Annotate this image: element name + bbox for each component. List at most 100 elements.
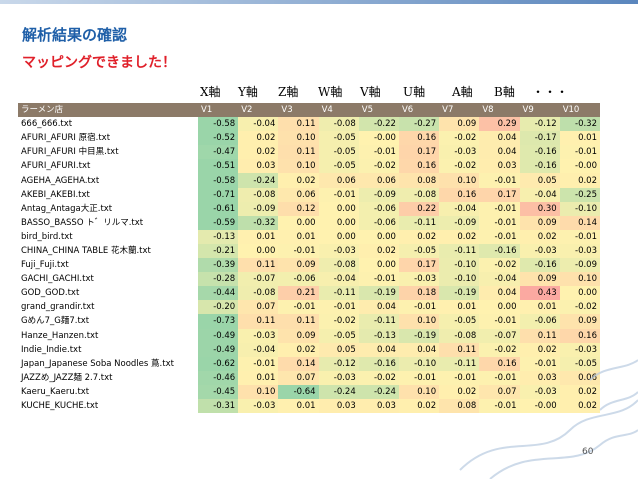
value-cell: 0.00 <box>358 258 399 273</box>
value-cell: -0.01 <box>479 201 520 216</box>
value-cell: -0.22 <box>358 117 399 132</box>
value-cell: 0.01 <box>439 300 480 315</box>
value-cell: -0.19 <box>358 286 399 301</box>
value-cell: 0.16 <box>398 131 440 146</box>
value-cell: 0.29 <box>479 117 520 132</box>
value-cell: -0.01 <box>358 272 399 287</box>
value-cell: -0.04 <box>479 272 520 287</box>
value-cell: -0.04 <box>318 272 359 287</box>
shop-name: AGEHA_AGEHA.txt <box>18 173 198 188</box>
value-cell: -0.02 <box>479 342 520 357</box>
value-cell: -0.10 <box>439 272 480 287</box>
table-body: 666_666.txt -0.58 -0.04 0.11 -0.08 -0.22 -0.27… <box>18 117 600 414</box>
value-cell: 0.00 <box>479 300 520 315</box>
value-cell: -0.46 <box>198 370 239 385</box>
value-cell: 0.00 <box>318 229 359 244</box>
value-cell: -0.16 <box>519 258 560 273</box>
value-cell: 0.04 <box>358 342 399 357</box>
column-header: V9 <box>519 103 560 118</box>
value-cell: -0.11 <box>358 314 399 329</box>
value-cell: -0.06 <box>358 201 399 216</box>
value-cell: 0.17 <box>479 187 520 202</box>
shop-name: AFURI_AFURI 中目黒.txt <box>18 145 198 160</box>
value-cell: 0.06 <box>559 370 600 385</box>
table-row: Indie_Indie.txt -0.49 -0.04 0.02 0.05 0.04 0.0… <box>18 342 600 357</box>
value-cell: 0.10 <box>278 131 319 146</box>
value-cell: -0.02 <box>479 258 520 273</box>
value-cell: 0.02 <box>278 173 319 188</box>
shop-name: GOD_GOD.txt <box>18 286 198 301</box>
value-cell: 0.16 <box>439 187 480 202</box>
header-row: ラーメン店 V1 V2 V3 V4 V5 V6 V7 V8 V9 V10 <box>18 103 600 118</box>
value-cell: -0.01 <box>519 356 560 371</box>
value-cell: 0.17 <box>398 258 440 273</box>
shop-name: KUCHE_KUCHE.txt <box>18 398 198 414</box>
value-cell: -0.03 <box>519 243 560 259</box>
value-cell: -0.06 <box>519 314 560 329</box>
value-cell: -0.47 <box>198 145 239 160</box>
value-cell: -0.51 <box>198 159 239 174</box>
value-cell: 0.09 <box>519 272 560 287</box>
value-cell: 0.04 <box>358 300 399 315</box>
value-cell: -0.27 <box>398 117 440 132</box>
table-row: Antag_Antaga大正.txt -0.61 -0.09 0.12 0.00 -0.0… <box>18 201 600 216</box>
top-rule <box>0 0 638 4</box>
axis-label: Y軸 <box>238 85 258 99</box>
value-cell: 0.16 <box>559 328 600 343</box>
value-cell: 0.10 <box>398 384 440 399</box>
axis-label: B軸 <box>494 85 515 99</box>
value-cell: -0.24 <box>318 384 359 399</box>
value-cell: 0.01 <box>278 229 319 244</box>
value-cell: 0.04 <box>479 131 520 146</box>
page-number: 60 <box>582 447 594 457</box>
value-cell: 0.00 <box>278 215 319 230</box>
table-row: grand_grandir.txt -0.20 0.07 -0.01 -0.01 0.04… <box>18 300 600 315</box>
value-cell: -0.03 <box>439 145 480 160</box>
value-cell: -0.01 <box>479 215 520 230</box>
value-cell: -0.03 <box>238 328 279 343</box>
table-row: Fuji_Fuji.txt -0.39 0.11 0.09 -0.08 0.00 0.17-… <box>18 258 600 273</box>
value-cell: 0.06 <box>358 173 399 188</box>
value-cell: -0.03 <box>318 370 359 385</box>
value-cell: -0.05 <box>398 243 440 259</box>
value-cell: 0.02 <box>559 173 600 188</box>
value-cell: -0.08 <box>238 187 279 202</box>
shop-name: Gめん7_G麺7.txt <box>18 314 198 329</box>
value-cell: 0.14 <box>559 215 600 230</box>
value-cell: 0.02 <box>238 145 279 160</box>
value-cell: 0.14 <box>278 356 319 371</box>
value-cell: -0.04 <box>439 201 480 216</box>
value-cell: 0.07 <box>278 370 319 385</box>
slide-subtitle: マッピングできました！ <box>22 55 176 71</box>
value-cell: -0.12 <box>519 117 560 132</box>
value-cell: -0.01 <box>479 229 520 244</box>
value-cell: 0.00 <box>318 215 359 230</box>
value-cell: 0.02 <box>439 384 480 399</box>
shop-name: Japan_Japanese Soba Noodles 蔦.txt <box>18 356 198 371</box>
value-cell: 0.09 <box>278 258 319 273</box>
value-cell: -0.05 <box>439 314 480 329</box>
value-cell: 0.11 <box>439 342 480 357</box>
value-cell: -0.10 <box>439 258 480 273</box>
value-cell: -0.24 <box>358 384 399 399</box>
value-cell: -0.01 <box>479 370 520 385</box>
table-row: GOD_GOD.txt -0.44 -0.08 0.21 -0.11 -0.19 0.18-… <box>18 286 600 301</box>
value-cell: -0.02 <box>439 159 480 174</box>
value-cell: -0.05 <box>318 328 359 343</box>
value-cell: -0.09 <box>559 258 600 273</box>
value-cell: 0.02 <box>439 229 480 244</box>
value-cell: -0.02 <box>358 370 399 385</box>
axis-label: A軸 <box>452 85 473 99</box>
table-row: AFURI_AFURI 原宿.txt -0.52 0.02 0.10 -0.05 -0.0… <box>18 131 600 146</box>
value-cell: 0.07 <box>238 300 279 315</box>
shop-name: AFURI_AFURI.txt <box>18 159 198 174</box>
value-cell: 0.07 <box>479 384 520 399</box>
value-cell: 0.00 <box>318 201 359 216</box>
value-cell: -0.58 <box>198 117 239 132</box>
value-cell: -0.19 <box>398 328 440 343</box>
value-cell: -0.00 <box>358 131 399 146</box>
value-cell: 0.09 <box>559 314 600 329</box>
shop-name: bird_bird.txt <box>18 229 198 244</box>
value-cell: 0.02 <box>398 398 440 414</box>
value-cell: 0.12 <box>278 201 319 216</box>
